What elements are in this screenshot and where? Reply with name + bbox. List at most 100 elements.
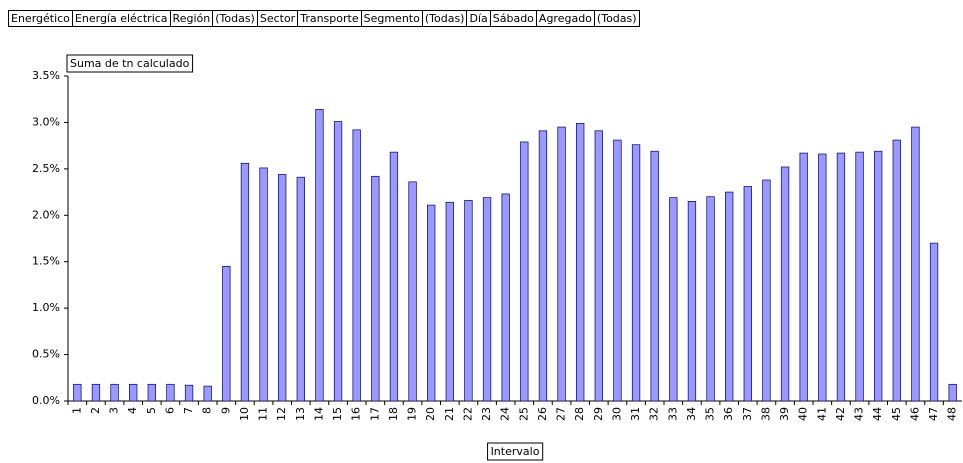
y-tick-label: 3.0% xyxy=(32,115,60,128)
y-tick-label: 0.0% xyxy=(32,394,60,407)
x-tick-label: 12 xyxy=(275,407,288,421)
filter-value[interactable]: (Todas) xyxy=(593,10,640,27)
x-tick-label: 45 xyxy=(890,407,903,421)
series-label: Suma de tn calculado xyxy=(70,57,190,70)
bar xyxy=(147,383,156,402)
bar xyxy=(557,126,566,402)
filter-value[interactable]: (Todas) xyxy=(421,10,468,27)
x-tick-label: 8 xyxy=(201,407,214,414)
bar xyxy=(203,385,212,402)
bar xyxy=(594,130,603,402)
x-tick-label: 22 xyxy=(461,407,474,421)
x-tick-label: 41 xyxy=(815,407,828,421)
bar xyxy=(948,383,957,402)
bar xyxy=(73,383,82,402)
bar xyxy=(911,126,920,402)
bar xyxy=(687,201,697,402)
bar xyxy=(706,196,715,402)
bar xyxy=(650,150,659,402)
filter-value[interactable]: Energía eléctrica xyxy=(71,10,171,27)
x-tick-label: 23 xyxy=(480,407,493,421)
x-tick-label: 1 xyxy=(70,407,83,414)
x-tick-label: 30 xyxy=(610,407,623,421)
x-tick-label: 17 xyxy=(368,407,381,421)
bar xyxy=(836,152,846,402)
bar xyxy=(669,197,678,402)
x-tick-label: 2 xyxy=(89,407,102,414)
bar xyxy=(780,166,790,402)
x-tick-label: 31 xyxy=(629,407,642,421)
y-tick-label: 2.5% xyxy=(32,162,60,175)
filter-value[interactable]: (Todas) xyxy=(212,10,258,27)
x-tick-label: 43 xyxy=(853,407,866,421)
bar xyxy=(501,193,510,402)
bar xyxy=(725,191,734,402)
bar xyxy=(129,383,138,402)
x-tick-label: 37 xyxy=(741,407,754,421)
x-tick-label: 21 xyxy=(443,407,456,421)
filter-value[interactable]: Sábado xyxy=(489,10,537,27)
bar xyxy=(874,150,883,402)
y-tick-label: 0.5% xyxy=(32,348,60,361)
y-tick-label: 1.5% xyxy=(32,255,60,268)
bar xyxy=(464,200,473,402)
x-tick-label: 32 xyxy=(648,407,661,421)
x-tick-label: 26 xyxy=(536,407,549,421)
bar xyxy=(892,139,901,402)
bar xyxy=(408,181,417,402)
bar xyxy=(352,129,361,402)
bar xyxy=(333,121,343,402)
x-tick-label: 34 xyxy=(685,407,698,421)
x-tick-label: 10 xyxy=(238,407,251,421)
y-tick-label: 2.0% xyxy=(32,208,60,221)
filter-field: Agregado xyxy=(535,10,595,27)
x-tick-label: 3 xyxy=(108,407,121,414)
x-tick-label: 38 xyxy=(759,407,772,421)
bar xyxy=(371,175,380,402)
x-tick-label: 24 xyxy=(499,407,512,421)
x-tick-label: 11 xyxy=(257,407,270,421)
x-tick-label: 27 xyxy=(555,407,568,421)
bar xyxy=(482,197,492,402)
filter-value[interactable]: Transporte xyxy=(297,10,362,27)
x-tick-label: 48 xyxy=(946,407,959,421)
x-tick-label: 18 xyxy=(387,407,400,421)
x-tick-label: 35 xyxy=(704,407,717,421)
bar xyxy=(520,141,529,402)
bar xyxy=(166,383,175,402)
bar xyxy=(389,151,399,402)
x-tick-label: 44 xyxy=(871,407,884,421)
x-tick-label: 46 xyxy=(908,407,921,421)
filter-bar: Energético Energía eléctrica Región (Todas)… xyxy=(8,10,640,27)
y-tick-label: 1.0% xyxy=(32,301,60,314)
y-tick-label: 3.5% xyxy=(32,69,60,82)
bar xyxy=(855,151,864,402)
x-tick-label: 39 xyxy=(778,407,791,421)
bar xyxy=(538,130,548,402)
bar xyxy=(91,383,101,402)
bar xyxy=(222,266,231,402)
bar xyxy=(613,139,622,402)
x-tick-label: 19 xyxy=(406,407,419,421)
bar xyxy=(315,109,324,402)
x-tick-label: 29 xyxy=(592,407,605,421)
bar xyxy=(240,162,250,402)
x-tick-label: 16 xyxy=(350,407,363,421)
bar xyxy=(259,167,268,402)
x-tick-label: 9 xyxy=(219,407,232,414)
bar xyxy=(762,179,771,402)
x-tick-label: 28 xyxy=(573,407,586,421)
filter-field: Región xyxy=(169,10,214,27)
x-tick-label: 40 xyxy=(797,407,810,421)
bar xyxy=(631,144,641,402)
x-tick-label: 47 xyxy=(927,407,940,421)
bar xyxy=(184,384,194,402)
bar xyxy=(427,204,436,402)
x-tick-label: 25 xyxy=(517,407,530,421)
bar xyxy=(743,186,752,402)
bar xyxy=(296,176,305,402)
series-label-group: Suma de tn calculado xyxy=(66,54,194,73)
x-tick-label: 14 xyxy=(312,407,325,421)
x-tick-label: 4 xyxy=(126,407,139,414)
